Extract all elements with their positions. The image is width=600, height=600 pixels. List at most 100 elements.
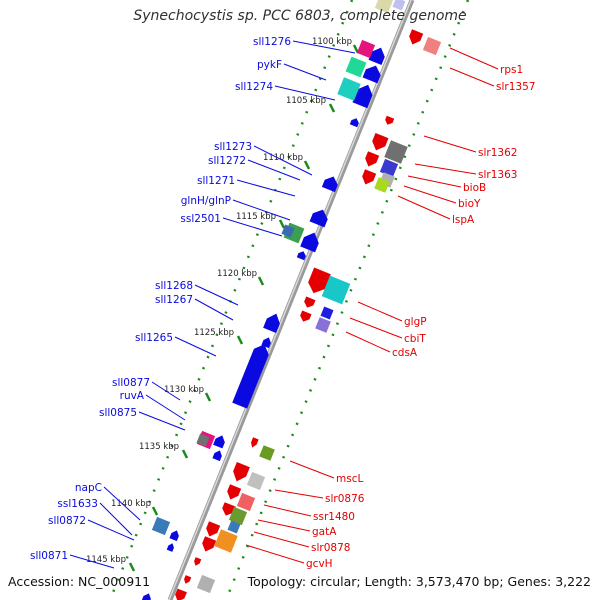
gene-label: ssl1633: [57, 498, 98, 510]
forward-gene-arrow: [194, 557, 202, 566]
leader-line: [274, 489, 324, 499]
gene-label: ssr1480: [313, 511, 355, 523]
annotation-box: [320, 306, 334, 320]
annotation-box: [392, 0, 406, 11]
annotation-box: [345, 56, 367, 78]
kbp-tick-label: 1110 kbp: [263, 153, 303, 163]
annotation-box: [236, 492, 256, 512]
annotation-box: [321, 275, 351, 305]
leader-line: [283, 63, 327, 81]
leader-line: [357, 301, 403, 322]
gene-label: ruvA: [120, 390, 145, 402]
annotation-box: [151, 516, 171, 536]
leader-line: [257, 519, 311, 532]
leader-line: [449, 47, 499, 70]
leader-line: [292, 40, 356, 54]
annotation-box: [422, 36, 442, 56]
reverse-gene-arrow: [309, 209, 328, 228]
leader-line: [138, 411, 186, 431]
annotation-box: [214, 529, 238, 553]
gene-label: sll1267: [155, 294, 193, 306]
gene-label: cbiT: [404, 333, 426, 345]
reverse-gene-arrow: [232, 344, 269, 409]
leader-line: [349, 317, 403, 339]
forward-gene-arrow: [409, 29, 424, 45]
forward-gene-arrow: [365, 151, 380, 167]
reverse-gene-arrow: [213, 435, 225, 449]
gene-label: sll1273: [214, 141, 252, 153]
gene-label: glgP: [404, 316, 427, 328]
gene-label: sll1265: [135, 332, 173, 344]
leader-line: [151, 381, 181, 401]
forward-gene-arrow: [385, 115, 395, 125]
annotation-box: [196, 574, 216, 594]
annotation-box: [228, 506, 248, 526]
gene-label: sll0875: [99, 407, 137, 419]
reverse-gene-arrow: [169, 530, 179, 542]
annotation-box: [374, 177, 390, 193]
leader-line: [236, 179, 296, 197]
leader-line: [87, 519, 135, 541]
forward-gene-arrow: [184, 575, 192, 584]
reverse-gene-arrow: [212, 450, 222, 462]
annotation-box: [374, 0, 394, 14]
kbp-tick-label: 1140 kbp: [111, 499, 151, 509]
forward-gene-arrow: [300, 310, 312, 322]
leader-line: [174, 336, 217, 357]
kbp-tick-label: 1125 kbp: [194, 328, 234, 338]
gene-label: sll1271: [197, 175, 235, 187]
leader-line: [414, 163, 477, 175]
leader-line: [222, 217, 283, 237]
gene-label: gcvH: [306, 558, 333, 570]
leader-line: [274, 85, 336, 101]
leader-line: [423, 135, 477, 153]
leader-line: [397, 195, 451, 220]
kbp-tick-mark: [236, 335, 244, 345]
kbp-tick-label: 1120 kbp: [217, 269, 257, 279]
leader-line: [263, 504, 312, 517]
leader-line: [194, 298, 234, 321]
gene-label: slr1363: [478, 169, 517, 181]
forward-gene-arrow: [372, 132, 389, 151]
kbp-tick-label: 1105 kbp: [286, 96, 326, 106]
leader-line: [103, 486, 141, 521]
gene-label: bioY: [458, 198, 481, 210]
leader-line: [403, 185, 457, 204]
forward-gene-arrow: [227, 484, 242, 500]
kbp-tick-mark: [128, 562, 136, 572]
annotation-box: [259, 445, 275, 461]
annotation-box: [356, 39, 376, 59]
reverse-gene-arrow: [166, 543, 174, 552]
gene-label: sll1276: [253, 36, 291, 48]
forward-gene-arrow: [304, 296, 316, 308]
gene-label: gatA: [312, 526, 337, 538]
leader-line: [253, 531, 310, 548]
leader-line: [247, 159, 301, 181]
annotation-box: [196, 433, 210, 447]
forward-gene-arrow: [175, 588, 187, 600]
reverse-gene-arrow: [368, 47, 385, 66]
genome-backbone: [167, 0, 415, 600]
forward-gene-arrow: [362, 169, 377, 185]
kbp-tick-mark: [278, 219, 286, 229]
reverse-gene-arrow: [300, 232, 319, 253]
leader-line: [345, 331, 391, 353]
gene-label: slr1362: [478, 147, 517, 159]
reverse-gene-arrow: [362, 65, 381, 84]
forward-gene-arrow: [202, 536, 217, 552]
kbp-tick-mark: [352, 44, 360, 54]
genome-backbone-highlight: [168, 0, 412, 600]
annotation-box: [384, 140, 408, 164]
gene-label: rps1: [500, 64, 523, 76]
kbp-tick-mark: [328, 103, 336, 113]
gene-label: slr0876: [325, 493, 365, 505]
gene-label: sll0877: [112, 377, 150, 389]
forward-gene-arrow: [251, 437, 259, 448]
reverse-gene-arrow: [141, 593, 151, 600]
kbp-tick-mark: [181, 449, 189, 459]
leader-line: [407, 175, 462, 188]
accession-label: Accession: NC_000911: [8, 574, 151, 589]
gene-label: sll0872: [48, 515, 86, 527]
gene-label: glnH/glnP: [181, 195, 231, 207]
